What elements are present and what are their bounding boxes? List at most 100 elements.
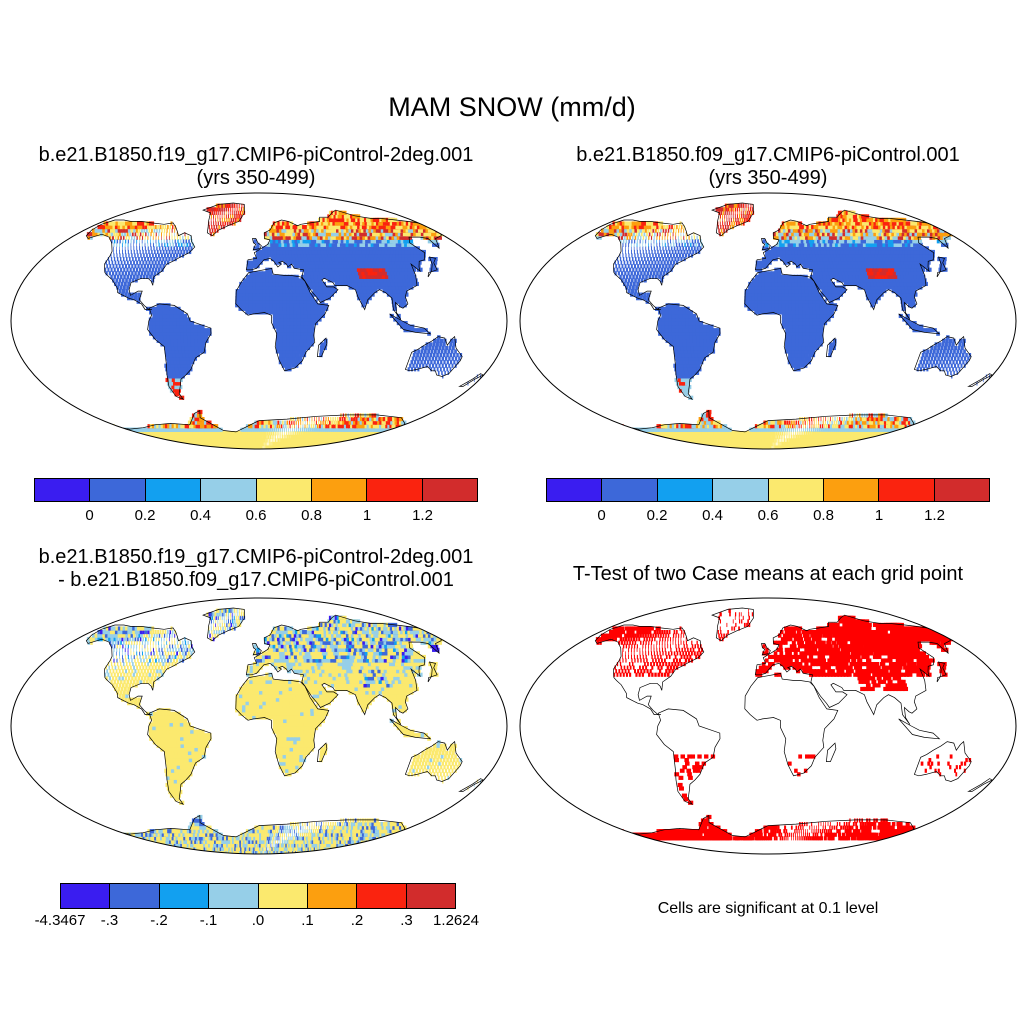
grid-cell bbox=[869, 424, 874, 429]
grid-cell bbox=[910, 420, 916, 425]
grid-cell bbox=[276, 321, 281, 326]
grid-cell bbox=[193, 324, 198, 329]
grid-cell bbox=[339, 441, 353, 447]
grid-cell bbox=[97, 228, 101, 233]
grid-cell bbox=[820, 417, 822, 422]
grid-cell bbox=[292, 296, 298, 301]
grid-cell bbox=[279, 289, 284, 294]
grid-cell bbox=[150, 242, 152, 247]
grid-cell bbox=[126, 257, 128, 262]
grid-cell bbox=[381, 274, 387, 279]
grid-cell bbox=[210, 217, 212, 223]
grid-cell bbox=[195, 353, 200, 358]
grid-cell bbox=[174, 367, 180, 372]
grid-cell bbox=[358, 246, 365, 251]
grid-cell bbox=[127, 281, 131, 287]
grid-cell bbox=[146, 221, 150, 226]
grid-cell bbox=[148, 328, 154, 333]
grid-cell bbox=[301, 235, 306, 240]
grid-cell bbox=[355, 285, 360, 290]
grid-cell bbox=[292, 232, 297, 237]
grid-cell bbox=[333, 264, 339, 269]
grid-cell bbox=[283, 310, 288, 315]
grid-cell bbox=[174, 377, 180, 383]
grid-cell bbox=[230, 217, 233, 223]
grid-cell bbox=[278, 225, 282, 230]
grid-cell bbox=[197, 328, 202, 333]
grid-cell bbox=[176, 328, 181, 333]
grid-cell bbox=[328, 427, 333, 432]
grid-cell bbox=[338, 260, 344, 265]
grid-cell bbox=[301, 427, 304, 432]
grid-cell bbox=[697, 353, 703, 358]
grid-cell bbox=[171, 345, 176, 351]
grid-cell bbox=[279, 317, 284, 322]
grid-cell bbox=[403, 281, 409, 287]
grid-cell bbox=[698, 360, 704, 365]
grid-cell bbox=[87, 235, 91, 240]
grid-cell bbox=[286, 335, 291, 340]
grid-cell bbox=[174, 249, 177, 255]
grid-cell bbox=[334, 267, 340, 272]
grid-cell bbox=[144, 438, 159, 443]
grid-cell bbox=[842, 424, 846, 429]
grid-cell bbox=[327, 278, 333, 283]
grid-cell bbox=[176, 445, 197, 449]
grid-cell bbox=[252, 299, 257, 304]
grid-cell bbox=[965, 360, 968, 365]
grid-cell bbox=[187, 367, 193, 372]
grid-cell bbox=[176, 235, 178, 240]
grid-cell bbox=[237, 210, 239, 215]
grid-cell bbox=[112, 235, 114, 240]
grid-cell bbox=[213, 225, 215, 230]
grid-cell bbox=[169, 381, 175, 386]
grid-cell bbox=[321, 253, 327, 258]
grid-cell bbox=[314, 317, 319, 322]
grid-cell bbox=[291, 363, 296, 368]
grid-cell bbox=[137, 225, 140, 230]
grid-cell bbox=[288, 420, 291, 425]
grid-cell bbox=[219, 210, 221, 215]
grid-cell bbox=[293, 235, 298, 240]
grid-cell bbox=[315, 264, 320, 269]
grid-cell bbox=[327, 264, 333, 269]
grid-cell bbox=[298, 281, 303, 287]
grid-cell bbox=[272, 431, 274, 436]
grid-cell bbox=[316, 424, 319, 429]
grid-cell bbox=[967, 356, 970, 361]
grid-cell bbox=[688, 395, 694, 400]
grid-cell bbox=[320, 249, 325, 255]
grid-cell bbox=[848, 424, 852, 429]
grid-cell bbox=[922, 349, 926, 354]
grid-cell bbox=[186, 328, 191, 333]
grid-cell bbox=[803, 417, 806, 422]
grid-cell bbox=[369, 260, 375, 265]
grid-cell bbox=[437, 349, 441, 354]
grid-cell bbox=[127, 271, 131, 276]
grid-cell bbox=[865, 438, 877, 443]
grid-cell bbox=[124, 246, 126, 251]
grid-cell bbox=[263, 424, 266, 429]
grid-cell bbox=[259, 427, 262, 432]
grid-cell bbox=[880, 417, 884, 422]
grid-cell bbox=[130, 249, 132, 255]
grid-cell bbox=[387, 417, 392, 422]
grid-cell bbox=[176, 313, 181, 319]
grid-cell bbox=[769, 438, 772, 443]
grid-cell bbox=[153, 257, 156, 262]
grid-cell bbox=[706, 335, 711, 340]
grid-cell bbox=[92, 228, 96, 233]
grid-cell bbox=[233, 210, 235, 215]
grid-cell bbox=[766, 445, 769, 449]
grid-cell bbox=[398, 303, 404, 308]
grid-cell bbox=[244, 434, 249, 439]
grid-cell bbox=[324, 239, 330, 244]
grid-cell bbox=[301, 281, 307, 287]
grid-cell bbox=[121, 242, 123, 247]
grid-cell bbox=[409, 271, 415, 276]
grid-cell bbox=[327, 246, 333, 251]
grid-cell bbox=[845, 427, 850, 432]
grid-cell bbox=[259, 303, 264, 308]
grid-cell bbox=[197, 335, 202, 340]
grid-cell bbox=[312, 267, 318, 272]
